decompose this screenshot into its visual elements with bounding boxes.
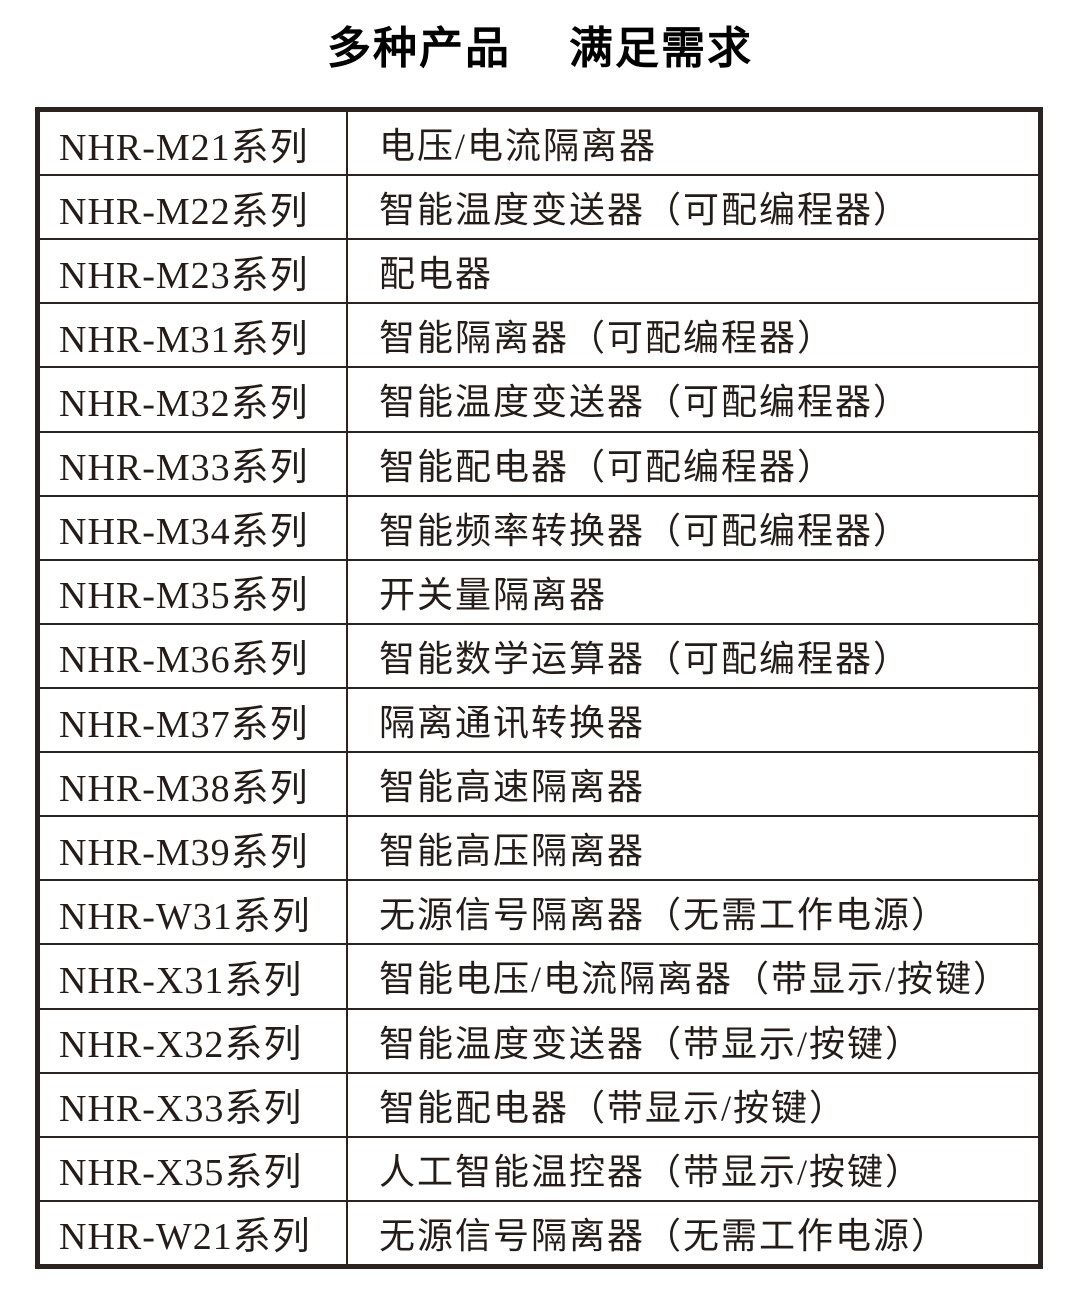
table-row: NHR-M32系列 智能温度变送器（可配编程器） (40, 366, 1038, 431)
page-title: 多种产品 满足需求 (0, 12, 1080, 76)
description-cell: 无源信号隔离器（无需工作电源） (379, 1215, 950, 1256)
series-cell: NHR-M21系列 (40, 112, 348, 175)
series-cell: NHR-W21系列 (40, 1201, 348, 1264)
description-cell: 无源信号隔离器（无需工作电源） (379, 895, 950, 936)
series-cell: NHR-M38系列 (40, 753, 348, 816)
series-cell: NHR-M36系列 (40, 624, 348, 687)
table-row: NHR-M22系列 智能温度变送器（可配编程器） (40, 174, 1038, 239)
description-cell: 智能数学运算器（可配编程器） (379, 638, 912, 679)
page-title-part1: 多种产品 (327, 24, 511, 73)
series-cell: NHR-M32系列 (40, 368, 348, 431)
description-cell: 智能配电器（带显示/按键） (379, 1087, 848, 1128)
description-cell: 电压/电流隔离器 (379, 126, 658, 167)
description-cell: 智能配电器（可配编程器） (379, 446, 836, 487)
series-cell: NHR-W31系列 (40, 881, 348, 944)
description-cell: 智能电压/电流隔离器（带显示/按键） (379, 959, 1012, 1000)
page-title-part2: 满足需求 (569, 24, 753, 73)
table-row: NHR-X31系列 智能电压/电流隔离器（带显示/按键） (40, 943, 1038, 1008)
table-row: NHR-M23系列 配电器 (40, 238, 1038, 303)
description-cell: 开关量隔离器 (379, 574, 608, 615)
series-cell: NHR-X33系列 (40, 1073, 348, 1136)
series-cell: NHR-M35系列 (40, 560, 348, 623)
table-row: NHR-M34系列 智能频率转换器（可配编程器） (40, 494, 1038, 559)
description-cell: 智能频率转换器（可配编程器） (379, 510, 912, 551)
table-row: NHR-M37系列 隔离通讯转换器 (40, 686, 1038, 752)
description-cell: 智能隔离器（可配编程器） (379, 318, 836, 359)
table-row: NHR-W31系列 无源信号隔离器（无需工作电源） (40, 879, 1038, 944)
series-cell: NHR-X32系列 (40, 1009, 348, 1072)
table-row: NHR-X33系列 智能配电器（带显示/按键） (40, 1071, 1038, 1136)
description-cell: 智能高速隔离器 (379, 767, 646, 808)
description-cell: 隔离通讯转换器 (379, 703, 646, 744)
series-cell: NHR-M22系列 (40, 176, 348, 239)
series-cell: NHR-M33系列 (40, 432, 348, 495)
series-cell: NHR-M31系列 (40, 304, 348, 367)
table-row: NHR-M38系列 智能高速隔离器 (40, 751, 1038, 816)
description-cell: 配电器 (379, 254, 494, 295)
series-cell: NHR-M39系列 (40, 817, 348, 880)
table-row: NHR-M35系列 开关量隔离器 (40, 558, 1038, 623)
series-cell: NHR-M34系列 (40, 496, 348, 559)
description-cell: 智能温度变送器（可配编程器） (379, 190, 912, 231)
table-row: NHR-M31系列 智能隔离器（可配编程器） (40, 302, 1038, 367)
description-cell: 智能温度变送器（带显示/按键） (379, 1023, 924, 1064)
table-row: NHR-X32系列 智能温度变送器（带显示/按键） (40, 1007, 1038, 1072)
series-cell: NHR-X35系列 (40, 1137, 348, 1200)
series-cell: NHR-X31系列 (40, 945, 348, 1008)
table-row: NHR-W21系列 无源信号隔离器（无需工作电源） (40, 1199, 1038, 1264)
series-cell: NHR-M37系列 (40, 688, 348, 752)
table-row: NHR-M21系列 电压/电流隔离器 (40, 112, 1038, 175)
table-row: NHR-M36系列 智能数学运算器（可配编程器） (40, 622, 1038, 687)
description-cell: 智能高压隔离器 (379, 831, 646, 872)
table-row: NHR-X35系列 人工智能温控器（带显示/按键） (40, 1135, 1038, 1200)
table-row: NHR-M39系列 智能高压隔离器 (40, 815, 1038, 880)
product-table: NHR-M21系列 电压/电流隔离器 NHR-M22系列 智能温度变送器（可配编… (35, 107, 1043, 1269)
description-cell: 智能温度变送器（可配编程器） (379, 382, 912, 423)
series-cell: NHR-M23系列 (40, 240, 348, 303)
table-row: NHR-M33系列 智能配电器（可配编程器） (40, 430, 1038, 495)
description-cell: 人工智能温控器（带显示/按键） (379, 1151, 924, 1192)
